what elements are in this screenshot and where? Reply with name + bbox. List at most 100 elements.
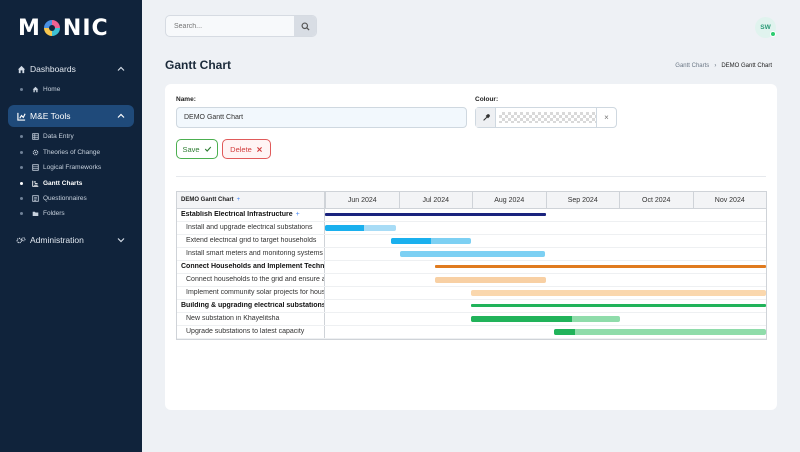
close-icon: × <box>604 113 609 122</box>
breadcrumb-link-gantt-charts[interactable]: Gantt Charts <box>675 63 710 69</box>
gantt-header: DEMO Gantt Chart + Jun 2024 Jul 2024 Aug 20… <box>177 192 766 209</box>
table-icon <box>31 163 39 171</box>
gantt-task-label: Implement community solar projects for h… <box>186 289 324 300</box>
home-icon <box>31 85 39 93</box>
chevron-down-icon[interactable] <box>116 235 126 245</box>
gantt-task-row[interactable]: New substation in Khayelitsha <box>177 313 766 326</box>
page-title: Gantt Chart <box>165 58 231 72</box>
bullet-icon <box>20 87 23 91</box>
sidebar-item-label: Gantt Charts <box>43 179 83 187</box>
logo-mark-icon <box>43 20 60 36</box>
gantt-task-bar[interactable] <box>470 290 766 296</box>
gantt-summary-bar[interactable] <box>325 213 546 216</box>
gantt-task-group-row[interactable]: Connect Households and Implement Technol… <box>177 261 766 274</box>
nav-section-label: Dashboards <box>30 64 76 74</box>
gantt-task-row[interactable]: Install and upgrade electrical substatio… <box>177 222 766 235</box>
sidebar-item-gantt-charts[interactable]: Gantt Charts <box>0 176 142 190</box>
nav-section-dashboards[interactable]: Dashboards <box>0 58 142 80</box>
sidebar-item-folders[interactable]: Folders <box>0 206 142 220</box>
gantt-title-text: DEMO Gantt Chart <box>181 197 234 203</box>
sidebar-item-home[interactable]: Home <box>0 82 142 96</box>
nav-section-me-tools[interactable]: M&E Tools <box>0 105 142 127</box>
chevron-up-icon[interactable] <box>116 64 126 74</box>
month-header: Sep 2024 <box>545 192 620 209</box>
colour-picker: × <box>475 107 617 128</box>
bullet-icon <box>20 165 23 169</box>
gantt-task-group-row[interactable]: Building & upgrading electrical substati… <box>177 300 766 313</box>
sidebar-item-label: Folders <box>43 209 65 217</box>
gantt-task-label-text: Establish Electrical Infrastructure <box>181 211 293 218</box>
gantt-task-label: New substation in Khayelitsha <box>186 315 324 326</box>
gantt-task-row[interactable]: Upgrade substations to latest capacity <box>177 326 766 339</box>
gantt-task-bar[interactable] <box>399 251 546 257</box>
chevron-up-icon[interactable] <box>116 111 126 121</box>
name-field[interactable] <box>176 107 467 128</box>
save-button-label: Save <box>182 144 200 154</box>
gantt-task-bar[interactable] <box>391 238 471 244</box>
gantt-task-row[interactable]: Connect households to the grid and ensur… <box>177 274 766 287</box>
sidebar-item-logical-frameworks[interactable]: Logical Frameworks <box>0 160 142 174</box>
colour-swatch[interactable] <box>499 112 596 123</box>
gantt-progress-fill <box>325 225 364 231</box>
gears-icon <box>16 235 26 245</box>
gantt-progress-fill <box>554 329 576 335</box>
gantt-icon <box>31 179 39 187</box>
breadcrumb: Gantt Charts › DEMO Gantt Chart <box>675 63 772 69</box>
eyedropper-icon <box>482 113 490 121</box>
bullet-icon <box>20 211 23 215</box>
folder-icon <box>31 209 39 217</box>
gantt-progress-fill <box>391 238 431 244</box>
sidebar-item-theories-of-change[interactable]: Theories of Change <box>0 145 142 159</box>
search-input[interactable] <box>166 22 294 30</box>
gantt-progress-fill <box>470 316 573 322</box>
gantt-label-divider <box>324 192 325 339</box>
bullet-icon <box>20 196 23 200</box>
sidebar-item-label: Data Entry <box>43 132 74 140</box>
app-logo[interactable]: M NIC <box>18 15 109 41</box>
gantt-task-bar[interactable] <box>470 316 621 322</box>
name-label: Name: <box>176 96 196 103</box>
gantt-summary-bar[interactable] <box>470 304 766 307</box>
bullet-icon <box>20 134 23 138</box>
clear-colour-button[interactable]: × <box>596 108 616 127</box>
gantt-task-row[interactable]: Implement community solar projects for h… <box>177 287 766 300</box>
sidebar-item-data-entry[interactable]: Data Entry <box>0 129 142 143</box>
sidebar-item-label: Logical Frameworks <box>43 163 102 171</box>
bullet-icon <box>20 181 23 185</box>
gantt-task-label: Connect households to the grid and ensur… <box>186 276 324 287</box>
sidebar-item-questionnaires[interactable]: Questionnaires <box>0 191 142 205</box>
gantt-title: DEMO Gantt Chart + <box>181 197 240 203</box>
table-icon <box>31 132 39 140</box>
sidebar-item-label: Questionnaires <box>43 194 87 202</box>
online-status-dot <box>770 31 776 37</box>
gantt-task-row[interactable]: Extend electrical grid to target househo… <box>177 235 766 248</box>
nav-section-label: M&E Tools <box>30 111 71 121</box>
gantt-task-label: Install and upgrade electrical substatio… <box>186 224 324 235</box>
month-header: Aug 2024 <box>472 192 546 209</box>
month-header: Jun 2024 <box>325 192 399 209</box>
nav-section-administration[interactable]: Administration <box>0 229 142 251</box>
add-task-icon[interactable]: + <box>236 197 241 203</box>
gantt-task-group-row[interactable]: Establish Electrical Infrastructure + <box>177 209 766 222</box>
gantt-task-bar[interactable] <box>325 225 396 231</box>
gantt-task-bar[interactable] <box>554 329 766 335</box>
gantt-task-label-text: Connect households to the grid and ensur… <box>186 276 324 283</box>
logo-text-right: NIC <box>62 15 109 41</box>
delete-button-label: Delete <box>230 144 252 154</box>
save-button[interactable]: Save <box>176 139 218 159</box>
home-icon <box>16 64 26 74</box>
sidebar-item-label: Theories of Change <box>43 148 101 156</box>
gantt-task-label-text: Extend electrical grid to target househo… <box>186 237 317 244</box>
gantt-summary-bar[interactable] <box>435 265 766 268</box>
search-button[interactable] <box>294 16 316 36</box>
chart-icon <box>16 111 26 121</box>
month-header: Oct 2024 <box>619 192 693 209</box>
delete-button[interactable]: Delete <box>222 139 271 159</box>
gantt-task-row[interactable]: Install smart meters and monitoring syst… <box>177 248 766 261</box>
close-icon <box>256 146 262 152</box>
active-section-highlight <box>8 105 134 127</box>
add-subtask-icon[interactable]: + <box>295 211 300 218</box>
gantt-task-label: Extend electrical grid to target househo… <box>186 237 324 248</box>
gantt-task-bar[interactable] <box>435 277 546 283</box>
eyedropper-button[interactable] <box>476 108 496 127</box>
